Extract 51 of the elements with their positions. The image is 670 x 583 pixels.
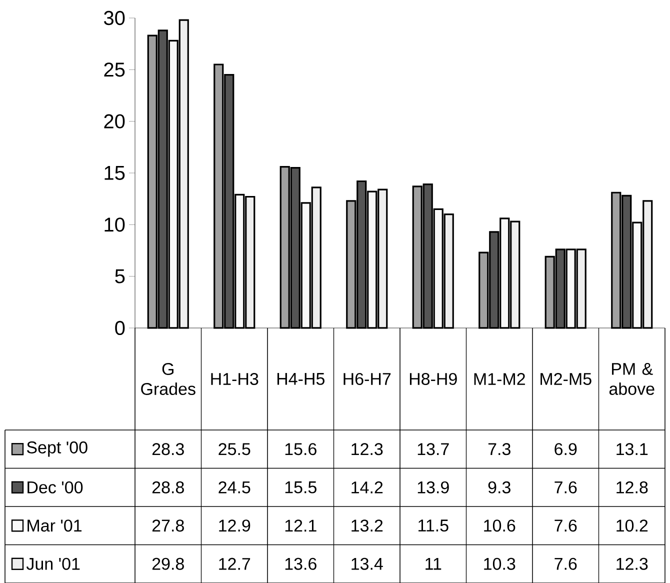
data-label: 15.5: [285, 481, 316, 494]
data-label: 12.3: [616, 558, 648, 570]
data-label: 13.7: [418, 443, 449, 456]
data-label: 29.8: [152, 558, 184, 570]
legend-label: Jun '01: [26, 558, 80, 570]
legend-label: Mar '01: [28, 520, 82, 532]
x-tick-label: M1-M2: [474, 373, 525, 385]
legend-label: Dec '00: [28, 481, 83, 494]
y-tick-label: 0: [115, 320, 125, 336]
x-tick-label: M2-M5: [540, 372, 592, 386]
data-label: 10.2: [616, 520, 648, 532]
y-tick-label: 30: [104, 10, 125, 26]
data-label: 24.5: [218, 481, 250, 494]
data-label: 10.3: [484, 558, 516, 570]
data-label: 13.6: [285, 558, 316, 570]
data-label: 12.1: [285, 520, 316, 532]
data-label: 13.9: [418, 481, 449, 494]
x-tick-label: H6-H7: [344, 372, 391, 386]
data-label: 28.8: [152, 481, 184, 494]
data-label: 27.8: [152, 520, 184, 532]
data-label: 7.6: [554, 481, 577, 494]
data-label: 13.1: [616, 443, 648, 456]
data-label: 13.4: [352, 558, 383, 570]
data-label: 12.3: [352, 443, 383, 456]
data-label: 7.6: [554, 558, 577, 570]
data-label: 7.6: [554, 520, 577, 532]
data-label: 28.3: [152, 443, 184, 456]
y-tick-label: 15: [104, 166, 125, 180]
data-label: 14.2: [352, 481, 383, 494]
legend-label: Sept '00: [26, 441, 88, 457]
x-tick-label: H4-H5: [277, 373, 324, 385]
data-label: 6.9: [554, 443, 577, 456]
data-label: 12.9: [219, 520, 250, 532]
y-tick-label: 10: [104, 218, 125, 232]
y-tick-label: 20: [104, 114, 125, 128]
x-tick-label: PM & above: [609, 363, 654, 395]
x-tick-label: H1-H3: [211, 372, 258, 386]
y-tick-label: 5: [115, 269, 125, 284]
y-tick-label: 25: [104, 62, 125, 77]
data-label: 12.8: [616, 481, 648, 494]
data-label: 7.3: [488, 443, 510, 456]
x-tick-label: H8-H9: [410, 372, 457, 386]
data-label: 11.5: [418, 520, 448, 532]
data-label: 25.5: [218, 443, 250, 456]
data-label: 10.6: [484, 520, 516, 532]
x-tick-label: G Grades: [141, 362, 196, 396]
data-label: 12.7: [219, 558, 250, 570]
data-label: 11: [426, 558, 442, 570]
data-label: 13.2: [352, 520, 383, 532]
data-label: 15.6: [285, 443, 316, 456]
data-label: 9.3: [488, 481, 510, 494]
